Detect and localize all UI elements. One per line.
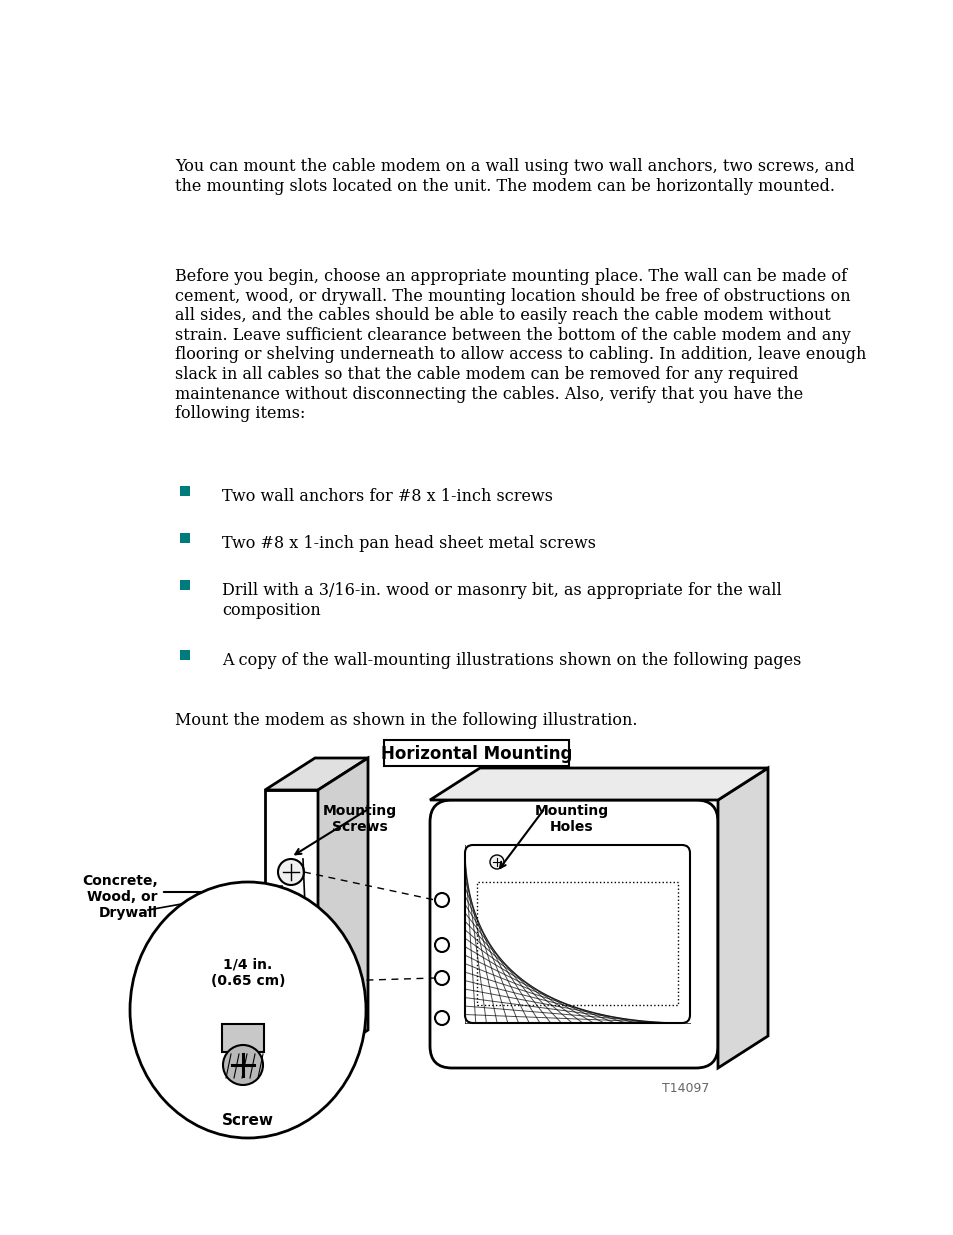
Text: Mounting
Screws: Mounting Screws bbox=[323, 804, 396, 834]
Circle shape bbox=[435, 893, 449, 906]
Text: Concrete,
Wood, or
Drywall: Concrete, Wood, or Drywall bbox=[82, 874, 158, 920]
Circle shape bbox=[435, 939, 449, 952]
Circle shape bbox=[277, 860, 304, 885]
Ellipse shape bbox=[130, 882, 366, 1137]
Text: T14097: T14097 bbox=[661, 1082, 709, 1095]
Circle shape bbox=[223, 1045, 263, 1086]
Bar bbox=[180, 534, 190, 543]
Polygon shape bbox=[265, 758, 368, 790]
Text: You can mount the cable modem on a wall using two wall anchors, two screws, and
: You can mount the cable modem on a wall … bbox=[174, 158, 854, 195]
Circle shape bbox=[490, 855, 503, 869]
Text: Screw: Screw bbox=[222, 1113, 274, 1128]
Bar bbox=[180, 650, 190, 659]
Text: 1/4 in.
(0.65 cm): 1/4 in. (0.65 cm) bbox=[211, 958, 285, 988]
Bar bbox=[265, 790, 317, 1062]
Bar bbox=[222, 1024, 264, 1052]
Text: Mounting
Holes: Mounting Holes bbox=[535, 804, 608, 834]
Text: Horizontal Mounting: Horizontal Mounting bbox=[381, 745, 572, 763]
Text: Mount the modem as shown in the following illustration.: Mount the modem as shown in the followin… bbox=[174, 713, 637, 729]
FancyBboxPatch shape bbox=[384, 740, 569, 766]
FancyBboxPatch shape bbox=[464, 845, 689, 1023]
Bar bbox=[476, 882, 678, 1005]
FancyBboxPatch shape bbox=[430, 800, 718, 1068]
Polygon shape bbox=[317, 758, 368, 1062]
Bar bbox=[180, 487, 190, 496]
Text: Two wall anchors for #8 x 1-inch screws: Two wall anchors for #8 x 1-inch screws bbox=[222, 488, 553, 505]
Text: Before you begin, choose an appropriate mounting place. The wall can be made of
: Before you begin, choose an appropriate … bbox=[174, 268, 865, 422]
Circle shape bbox=[435, 1011, 449, 1025]
Polygon shape bbox=[430, 768, 767, 800]
Text: A copy of the wall-mounting illustrations shown on the following pages: A copy of the wall-mounting illustration… bbox=[222, 652, 801, 669]
Circle shape bbox=[277, 969, 304, 995]
Text: Two #8 x 1-inch pan head sheet metal screws: Two #8 x 1-inch pan head sheet metal scr… bbox=[222, 535, 596, 552]
Polygon shape bbox=[718, 768, 767, 1068]
Bar bbox=[180, 580, 190, 590]
Circle shape bbox=[435, 971, 449, 986]
Text: Drill with a 3/16-in. wood or masonry bit, as appropriate for the wall
compositi: Drill with a 3/16-in. wood or masonry bi… bbox=[222, 582, 781, 619]
